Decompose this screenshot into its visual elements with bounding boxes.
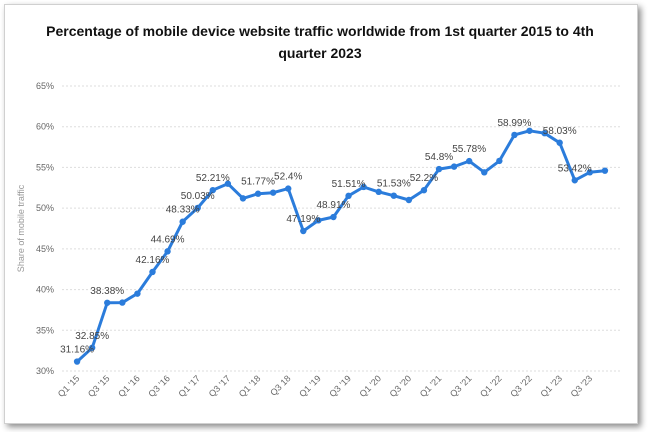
data-point xyxy=(285,185,292,192)
data-point xyxy=(465,157,473,165)
x-tick-label: Q3 '16 xyxy=(146,373,172,399)
data-point xyxy=(496,157,503,165)
data-point xyxy=(315,217,322,224)
data-label: 58.03% xyxy=(543,126,577,137)
data-label: 53.42% xyxy=(558,163,592,174)
data-point xyxy=(586,169,594,176)
y-tick-label: 30% xyxy=(36,366,54,376)
data-point xyxy=(511,131,518,139)
data-point xyxy=(239,195,247,202)
y-tick-label: 50% xyxy=(36,203,54,213)
data-label: 55.78% xyxy=(452,144,486,155)
data-point xyxy=(300,227,307,235)
x-tick-label: Q3 '17 xyxy=(207,373,233,399)
data-point xyxy=(601,167,609,174)
y-tick-label: 45% xyxy=(36,244,54,254)
data-label: 52.4% xyxy=(274,172,302,183)
data-point xyxy=(450,163,458,170)
y-tick-label: 55% xyxy=(36,162,54,172)
data-point xyxy=(164,248,171,255)
y-tick-label: 35% xyxy=(36,325,54,335)
x-tick-label: Q1 '20 xyxy=(357,373,383,399)
data-label: 31.16% xyxy=(60,345,94,356)
y-tick-label: 40% xyxy=(36,285,54,295)
data-label: 54.8% xyxy=(425,152,453,163)
chart-title: Percentage of mobile device website traf… xyxy=(46,23,594,61)
data-point xyxy=(375,188,382,196)
data-label: 48.33% xyxy=(166,205,200,216)
data-label: 51.53% xyxy=(377,179,411,190)
x-tick-label: Q3 '19 xyxy=(327,373,353,399)
data-point xyxy=(179,218,186,225)
x-tick-label: Q1 '17 xyxy=(177,373,203,399)
data-point xyxy=(526,127,533,134)
data-point xyxy=(420,187,428,194)
data-points xyxy=(73,127,609,365)
data-point xyxy=(194,204,201,212)
data-label: 51.77% xyxy=(241,177,275,188)
chart-frame xyxy=(4,4,638,424)
data-point xyxy=(254,190,262,197)
data-label: 44.69% xyxy=(151,234,185,245)
data-label: 52.2% xyxy=(410,173,438,184)
data-label: 50.03% xyxy=(181,191,215,202)
x-tick-label: Q3 '20 xyxy=(388,373,414,399)
data-label: 38.38% xyxy=(90,286,124,297)
data-point xyxy=(209,186,217,194)
data-point xyxy=(405,196,413,204)
gridlines xyxy=(62,85,620,372)
data-label: 48.91% xyxy=(316,200,350,211)
data-point xyxy=(73,358,81,365)
data-point xyxy=(435,165,443,173)
data-label: 52.21% xyxy=(196,173,230,184)
y-axis-label: Share of mobile traffic xyxy=(16,184,26,272)
x-tick-label: Q1 '22 xyxy=(478,373,504,399)
data-point xyxy=(330,213,337,221)
data-point xyxy=(119,299,126,306)
data-point xyxy=(571,177,578,184)
x-tick-label: Q1 '16 xyxy=(116,373,142,399)
y-tick-label: 60% xyxy=(36,122,54,132)
data-point xyxy=(134,290,141,297)
x-tick-label: Q3 '22 xyxy=(508,373,534,399)
series-line xyxy=(76,129,606,363)
data-point xyxy=(88,344,96,351)
data-label: 51.51% xyxy=(332,179,366,190)
x-tick-label: Q1 '19 xyxy=(297,373,323,399)
data-label: 47.19% xyxy=(286,214,320,225)
data-point xyxy=(481,169,488,176)
x-tick-label: Q3 '15 xyxy=(86,373,112,399)
data-label: 58.99% xyxy=(497,118,531,129)
data-point xyxy=(104,299,111,306)
x-axis-ticks: Q1 '15 Q3 '15 Q1 '16 Q3 '16 Q1 '17 Q3 '17 Q1 '… xyxy=(56,373,594,399)
y-tick-label: 65% xyxy=(36,81,54,91)
x-tick-label: Q3 '23 xyxy=(569,373,595,399)
x-tick-label: Q1 '21 xyxy=(418,373,444,399)
data-point xyxy=(224,180,232,187)
x-tick-label: Q3 18 xyxy=(268,373,292,397)
x-tick-label: Q3 '21 xyxy=(448,373,474,399)
x-tick-label: Q1 '18 xyxy=(237,373,263,399)
data-point xyxy=(390,192,397,199)
data-point xyxy=(541,130,548,137)
data-point xyxy=(269,189,277,196)
y-axis-ticks: 30% 35% 40% 45% 50% 55% 60% 65% xyxy=(36,81,54,376)
x-tick-label: Q1 '23 xyxy=(538,373,564,399)
data-point xyxy=(360,183,367,191)
x-tick-label: Q1 '15 xyxy=(56,373,82,399)
data-label: 32.85% xyxy=(75,331,109,342)
data-point xyxy=(149,268,156,276)
data-point xyxy=(556,139,563,146)
data-labels: 31.16% 32.85% 38.38% 42.16% 44.69% 48.33% 50.0… xyxy=(60,118,592,356)
data-point xyxy=(345,192,352,200)
data-label: 42.16% xyxy=(136,255,170,266)
